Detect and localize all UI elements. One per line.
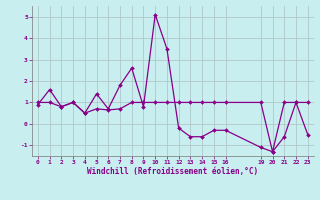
- X-axis label: Windchill (Refroidissement éolien,°C): Windchill (Refroidissement éolien,°C): [87, 167, 258, 176]
